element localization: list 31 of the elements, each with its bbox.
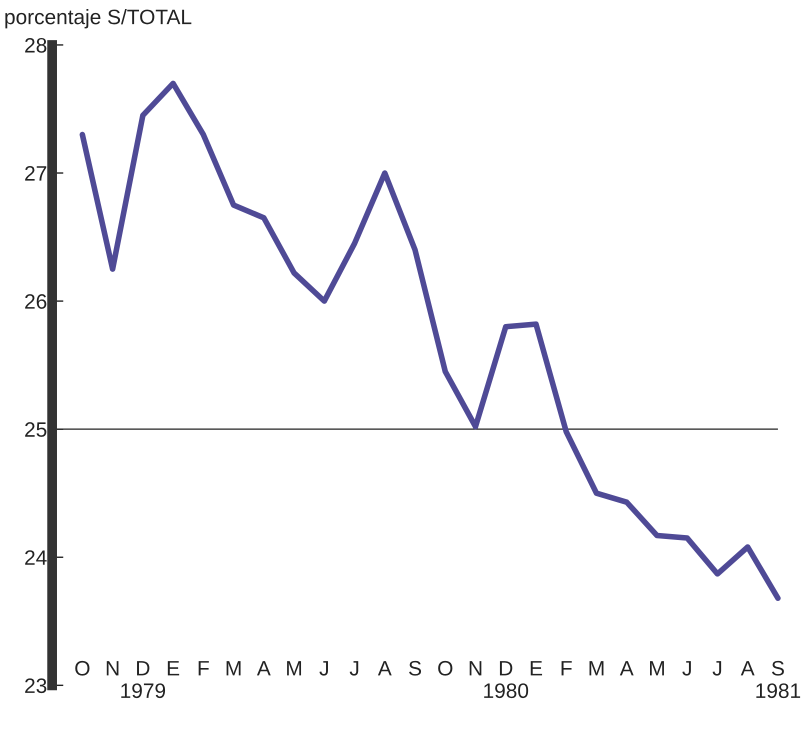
x-tick-label: A <box>740 661 755 676</box>
x-tick-label: M <box>287 661 302 676</box>
x-tick-label: J <box>712 661 722 676</box>
y-tick-label: 26 <box>25 294 46 309</box>
x-tick-label: N <box>470 661 482 676</box>
y-tick-label: 24 <box>25 550 47 565</box>
y-tick-label: 28 <box>25 38 46 53</box>
x-tick-label: D 1979 <box>121 661 166 698</box>
x-tick-label: S <box>409 660 422 676</box>
y-tick-label: 25 <box>25 422 46 437</box>
x-tick-label: S 1981 <box>756 660 800 698</box>
x-tick-label: E <box>530 661 542 676</box>
x-tick-label: F <box>198 661 209 676</box>
x-tick-label: D 1980 <box>484 661 528 698</box>
x-tick-label: M <box>226 661 241 676</box>
y-tick-label: 23 <box>25 678 46 694</box>
x-tick-label: M <box>650 661 664 676</box>
x-tick-label: O <box>438 660 452 676</box>
x-tick-label: N <box>106 661 118 676</box>
x-tick-label: F <box>562 661 572 676</box>
x-tick-label: J <box>350 661 358 676</box>
x-tick-label: A <box>378 661 392 676</box>
y-tick-label: 27 <box>25 166 46 181</box>
x-tick-label: A <box>620 661 634 676</box>
y-axis-title: porcentaje S/TOTAL <box>5 9 192 28</box>
x-tick-label: J <box>682 661 691 676</box>
x-tick-label: O <box>75 660 90 676</box>
x-tick-label: J <box>319 661 328 676</box>
x-tick-label: E <box>168 661 180 676</box>
x-tick-label: M <box>590 661 604 676</box>
x-tick-label: A <box>256 661 271 676</box>
